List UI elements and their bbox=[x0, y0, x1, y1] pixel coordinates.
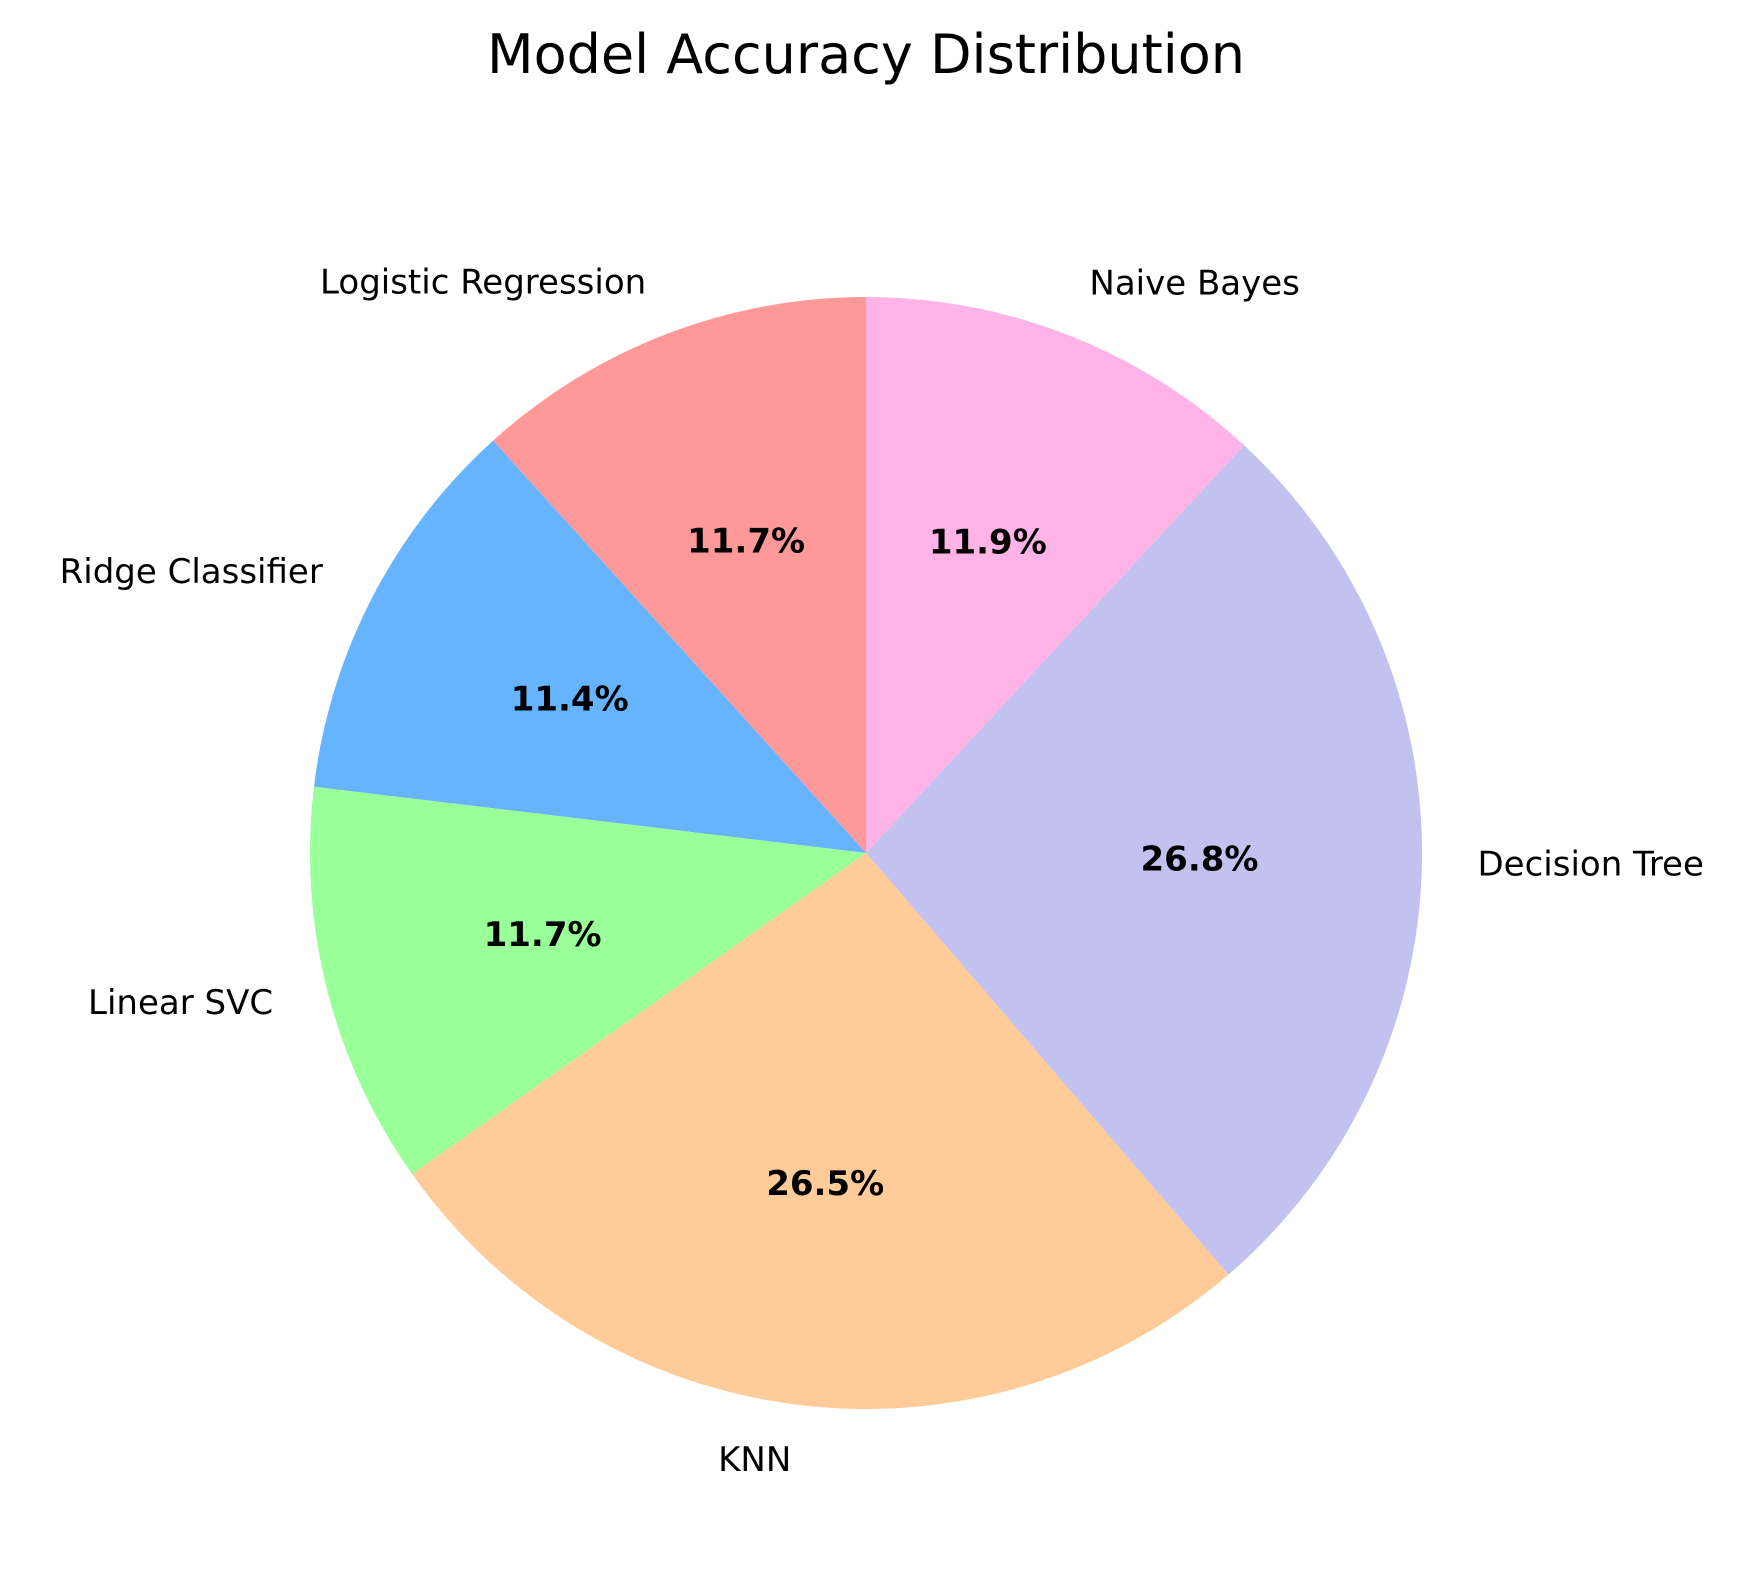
pie-slice-logistic-regression bbox=[493, 297, 866, 853]
pct-label-linear-svc: 11.7% bbox=[484, 915, 602, 955]
pie-slice-naive-bayes bbox=[866, 297, 1245, 853]
slice-label-knn: KNN bbox=[718, 1440, 791, 1480]
slice-label-ridge-classifier: Ridge Classifier bbox=[60, 552, 323, 592]
slice-label-linear-svc: Linear SVC bbox=[88, 983, 273, 1023]
pie-labels: 11.7% Logistic Regression 11.4% Ridge Class… bbox=[60, 262, 1704, 1480]
pct-label-knn: 26.5% bbox=[766, 1164, 884, 1204]
pct-label-logistic-regression: 11.7% bbox=[687, 522, 805, 562]
slice-label-naive-bayes: Naive Bayes bbox=[1089, 264, 1299, 304]
slice-label-decision-tree: Decision Tree bbox=[1478, 845, 1704, 885]
pie-slices bbox=[310, 297, 1422, 1409]
pct-label-naive-bayes: 11.9% bbox=[929, 522, 1047, 562]
pct-label-ridge-classifier: 11.4% bbox=[511, 680, 629, 720]
pct-label-decision-tree: 26.8% bbox=[1141, 839, 1259, 879]
slice-label-logistic-regression: Logistic Regression bbox=[320, 262, 646, 302]
pie-slice-ridge-classifier bbox=[313, 440, 867, 853]
pie-slice-decision-tree bbox=[866, 445, 1422, 1275]
pie-slice-knn bbox=[412, 853, 1229, 1409]
chart-title: Model Accuracy Distribution bbox=[487, 23, 1245, 86]
pie-slice-linear-svc bbox=[310, 786, 867, 1175]
